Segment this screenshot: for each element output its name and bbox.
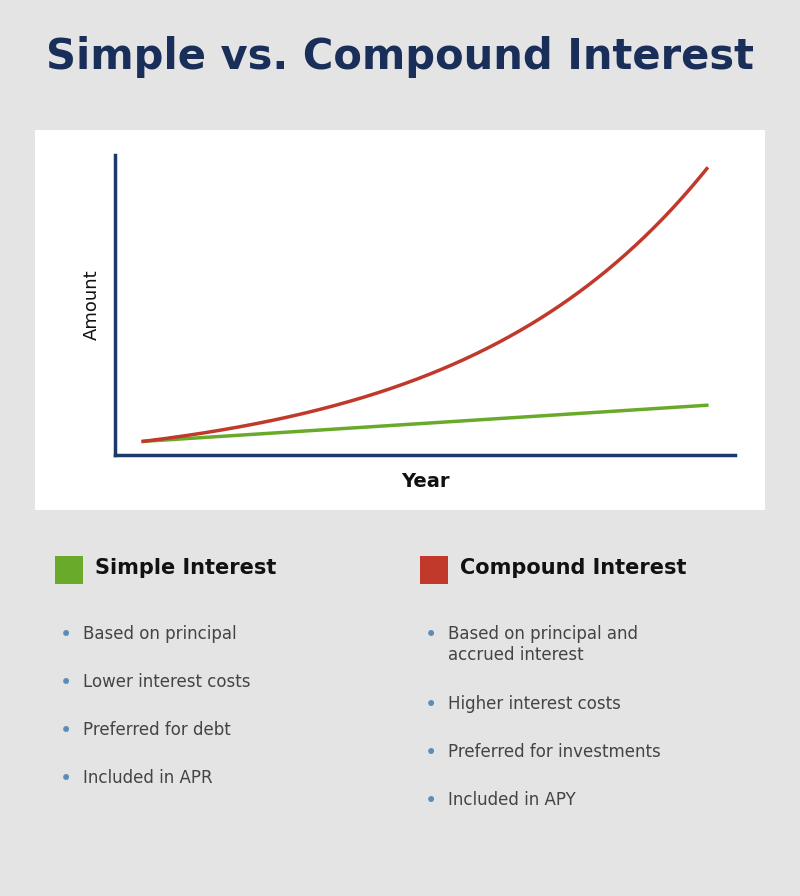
Text: •: • (60, 625, 72, 645)
Text: •: • (60, 673, 72, 693)
Text: •: • (60, 721, 72, 741)
Bar (55, 556, 83, 584)
Text: Simple vs. Compound Interest: Simple vs. Compound Interest (46, 37, 754, 79)
Text: Lower interest costs: Lower interest costs (83, 673, 250, 691)
Text: Included in APY: Included in APY (448, 791, 576, 809)
Text: Simple Interest: Simple Interest (95, 558, 276, 578)
Text: Based on principal and
accrued interest: Based on principal and accrued interest (448, 625, 638, 664)
Text: Preferred for investments: Preferred for investments (448, 743, 661, 761)
Text: •: • (60, 769, 72, 789)
Bar (420, 556, 448, 584)
Text: •: • (425, 743, 438, 763)
Text: Compound Interest: Compound Interest (460, 558, 686, 578)
FancyBboxPatch shape (24, 125, 776, 516)
Text: •: • (425, 695, 438, 715)
Text: Based on principal: Based on principal (83, 625, 237, 643)
Text: •: • (425, 625, 438, 645)
Y-axis label: Amount: Amount (83, 270, 101, 340)
Text: Preferred for debt: Preferred for debt (83, 721, 230, 739)
Text: Included in APR: Included in APR (83, 769, 213, 787)
Text: Higher interest costs: Higher interest costs (448, 695, 621, 713)
Text: •: • (425, 791, 438, 811)
X-axis label: Year: Year (401, 471, 450, 491)
